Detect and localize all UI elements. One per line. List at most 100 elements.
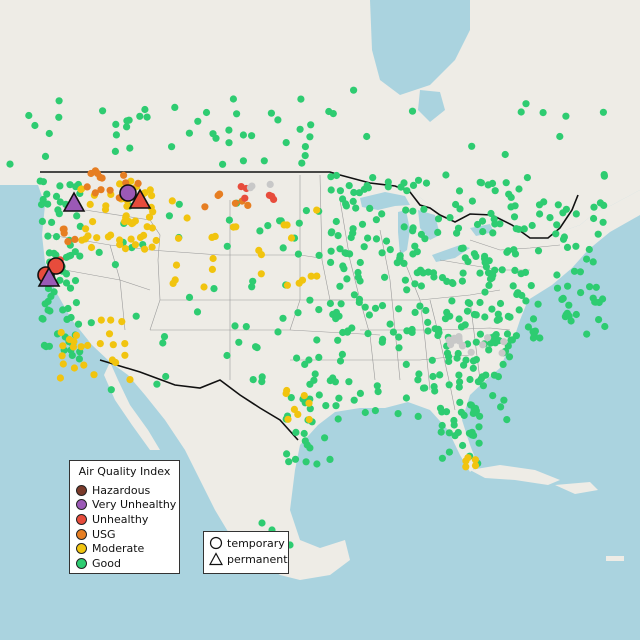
legend-item-hazardous: Hazardous	[70, 483, 179, 498]
good-station-marker	[409, 207, 417, 215]
unhealthy-swatch	[76, 513, 87, 525]
good-station-marker	[360, 243, 368, 251]
good-station-marker	[219, 160, 227, 168]
moderate-station-marker	[77, 185, 85, 193]
good-station-marker	[536, 210, 544, 218]
good-station-marker	[458, 277, 466, 285]
good-station-marker	[126, 144, 134, 152]
good-station-marker	[279, 244, 287, 252]
no-data-station-marker	[498, 349, 506, 357]
good-station-marker	[141, 105, 149, 114]
good-station-marker	[45, 129, 53, 138]
good-station-marker	[279, 314, 287, 322]
moderate-station-marker	[123, 202, 131, 210]
moderate-station-marker	[93, 234, 101, 242]
good-station-marker	[341, 249, 349, 257]
legend-item-usg: USG	[70, 527, 179, 542]
good-station-marker	[356, 389, 364, 397]
moderate-station-marker	[471, 462, 480, 470]
good-station-marker	[66, 284, 75, 292]
good-station-marker	[572, 210, 580, 218]
good-station-marker	[56, 182, 64, 190]
good-station-marker	[403, 327, 411, 335]
moderate-station-marker	[128, 220, 136, 228]
good-station-marker	[539, 109, 547, 117]
good-station-marker	[421, 235, 429, 243]
good-station-marker	[378, 249, 386, 257]
good-station-marker	[443, 349, 452, 357]
good-station-marker	[75, 355, 83, 363]
good-station-marker	[522, 297, 530, 305]
good-station-marker	[445, 357, 453, 365]
good-station-marker	[456, 205, 464, 213]
good-station-marker	[481, 313, 489, 321]
good-station-marker	[223, 242, 231, 250]
lake-superior	[360, 192, 410, 210]
good-station-marker	[41, 152, 50, 160]
good-station-marker	[422, 179, 431, 187]
good-station-marker	[302, 458, 310, 466]
good-station-marker	[47, 292, 55, 300]
good-station-marker	[363, 132, 371, 141]
good-station-marker	[489, 271, 497, 279]
good-station-marker	[496, 220, 504, 228]
good-station-marker	[552, 230, 560, 238]
good-station-marker	[414, 376, 422, 384]
good-station-marker	[500, 396, 508, 404]
moderate-station-marker	[105, 330, 114, 338]
good-station-marker	[491, 220, 499, 228]
good-station-marker	[464, 258, 472, 266]
hazardous-swatch	[76, 484, 87, 496]
legend-item-unhealthy: Unhealthy	[70, 512, 179, 527]
good-station-marker	[225, 126, 233, 134]
good-station-marker	[193, 308, 202, 316]
good-station-marker	[123, 117, 131, 125]
good-station-marker	[590, 203, 598, 211]
good-station-marker	[50, 249, 58, 257]
good-station-marker	[162, 372, 170, 381]
good-station-marker	[438, 454, 446, 462]
moderate-station-marker	[208, 233, 216, 241]
good-station-marker	[315, 306, 323, 314]
good-station-marker	[505, 353, 514, 361]
good-station-marker	[553, 284, 562, 292]
good-station-marker	[306, 405, 314, 413]
good-station-marker	[476, 330, 484, 338]
good-station-marker	[437, 428, 445, 436]
good-station-marker	[438, 274, 447, 282]
good-station-marker	[515, 185, 523, 193]
good-station-marker	[295, 219, 303, 227]
station-marker	[258, 519, 266, 527]
good-station-marker	[455, 371, 463, 379]
good-station-marker	[374, 388, 382, 396]
good-station-marker	[590, 214, 598, 223]
good-station-marker	[361, 303, 369, 311]
good-station-marker	[168, 143, 176, 151]
good-station-marker	[336, 245, 344, 253]
good-station-marker	[497, 403, 505, 411]
good-station-marker	[402, 206, 410, 214]
good-station-marker	[267, 109, 275, 117]
good-station-marker	[400, 259, 408, 267]
moderate-station-marker	[69, 343, 77, 351]
good-station-marker	[485, 281, 493, 289]
good-station-marker	[249, 376, 257, 384]
very-unhealthy-swatch	[76, 499, 87, 511]
good-station-marker	[73, 212, 81, 220]
legend-item-very-unhealthy: Very Unhealthy	[70, 498, 179, 513]
good-station-marker	[56, 198, 64, 206]
good-station-marker	[311, 370, 319, 378]
good-station-marker	[300, 429, 308, 438]
good-station-marker	[409, 181, 418, 189]
good-station-marker	[594, 230, 602, 238]
good-station-marker	[562, 112, 570, 120]
moderate-station-marker	[305, 415, 313, 424]
good-station-marker	[194, 117, 202, 125]
good-station-marker	[336, 357, 345, 365]
good-station-marker	[572, 242, 580, 250]
good-station-marker	[337, 300, 345, 308]
good-station-marker	[506, 313, 514, 321]
highlighted-stations	[37, 184, 152, 287]
good-station-marker	[424, 318, 432, 326]
good-station-marker	[494, 310, 502, 318]
